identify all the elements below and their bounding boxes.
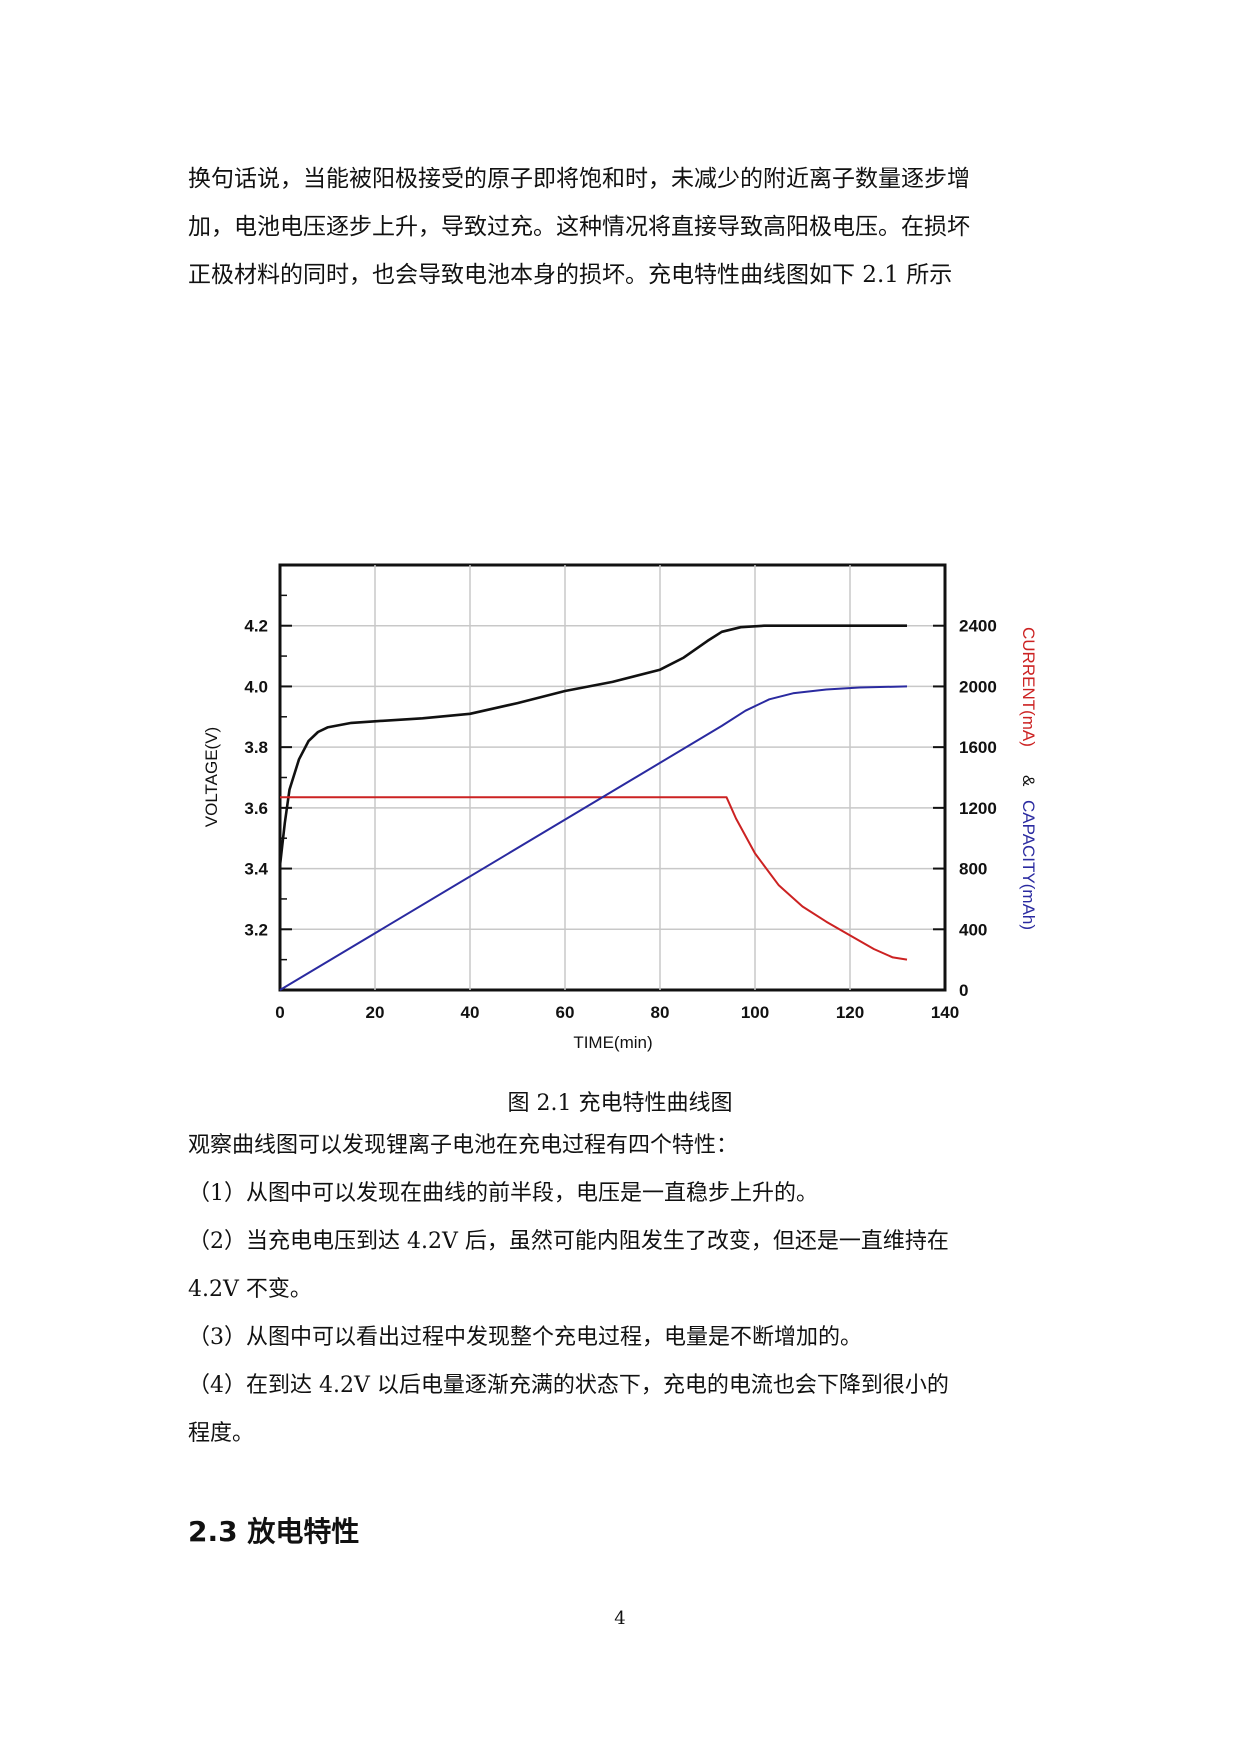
chart-svg: 0 20 40 60 80 100 120 140 3.2 3.4 3.6 3.8 4.0 4.2 0 400… — [202, 563, 1038, 1052]
y-axis-label-right-amp: & — [1019, 775, 1038, 787]
series-lines — [278, 624, 908, 991]
current-curve — [280, 796, 908, 961]
x-tick-label: 0 — [275, 1003, 284, 1022]
y-tick-label-left: 4.0 — [244, 677, 268, 696]
x-tick-label: 20 — [366, 1003, 385, 1022]
y-tick-label-right: 400 — [959, 920, 987, 939]
y-tick-label-left: 4.2 — [244, 617, 268, 636]
y-axis-label-left: VOLTAGE(V) — [202, 727, 221, 827]
x-tick-label: 40 — [461, 1003, 480, 1022]
x-tick-label: 100 — [741, 1003, 769, 1022]
y-axis-label-right-capacity: CAPACITY(mAh) — [1019, 800, 1038, 930]
x-axis-label: TIME(min) — [573, 1033, 652, 1052]
axis-ticks: 0 20 40 60 80 100 120 140 3.2 3.4 3.6 3.8 4.0 4.2 0 400… — [244, 594, 997, 1022]
voltage-curve — [278, 624, 907, 866]
capacity-curve — [279, 685, 908, 991]
observation-1: （1）从图中可以发现在曲线的前半段，电压是一直稳步上升的。 — [188, 1181, 818, 1206]
observation-4: （4）在到达 4.2V 以后电量逐渐充满的状态下，充电的电流也会下降到很小的 — [188, 1373, 949, 1398]
grid-lines — [280, 565, 945, 990]
y-tick-label-right: 1600 — [959, 738, 997, 757]
intro-line-1: 换句话说，当能被阳极接受的原子即将饱和时，未减少的附近离子数量逐步增 — [188, 166, 970, 192]
observation-intro: 观察曲线图可以发现锂离子电池在充电过程有四个特性： — [188, 1133, 739, 1158]
observation-2: （2）当充电电压到达 4.2V 后，虽然可能内阻发生了改变，但还是一直维持在 — [188, 1229, 949, 1254]
x-tick-label: 140 — [931, 1003, 959, 1022]
observation-3: （3）从图中可以看出过程中发现整个充电过程，电量是不断增加的。 — [188, 1325, 862, 1350]
y-tick-label-right: 800 — [959, 860, 987, 879]
y-tick-label-right: 0 — [959, 981, 968, 1000]
x-tick-label: 120 — [836, 1003, 864, 1022]
charge-characteristic-chart: 0 20 40 60 80 100 120 140 3.2 3.4 3.6 3.8 4.0 4.2 0 400… — [195, 555, 1075, 1060]
page-number: 4 — [614, 1608, 626, 1629]
intro-line-2: 加，电池电压逐步上升，导致过充。这种情况将直接导致高阳极电压。在损坏 — [188, 214, 970, 240]
y-axis-label-right-current: CURRENT(mA) — [1019, 627, 1038, 747]
observation-2-cont: 4.2V 不变。 — [188, 1277, 312, 1302]
y-tick-label-left: 3.6 — [244, 799, 268, 818]
y-tick-label-right: 1200 — [959, 799, 997, 818]
y-tick-label-left: 3.4 — [244, 860, 268, 879]
section-heading: 2.3 放电特性 — [188, 1515, 360, 1548]
plot-area — [278, 563, 947, 992]
y-tick-label-left: 3.8 — [244, 738, 268, 757]
x-tick-label: 80 — [651, 1003, 670, 1022]
y-tick-label-left: 3.2 — [244, 920, 268, 939]
y-tick-label-right: 2400 — [959, 617, 997, 636]
observation-4-cont: 程度。 — [188, 1421, 255, 1446]
figure-caption: 图 2.1 充电特性曲线图 — [507, 1091, 733, 1116]
y-tick-label-right: 2000 — [959, 677, 997, 696]
x-tick-label: 60 — [556, 1003, 575, 1022]
intro-line-3: 正极材料的同时，也会导致电池本身的损坏。充电特性曲线图如下 2.1 所示 — [188, 262, 953, 288]
